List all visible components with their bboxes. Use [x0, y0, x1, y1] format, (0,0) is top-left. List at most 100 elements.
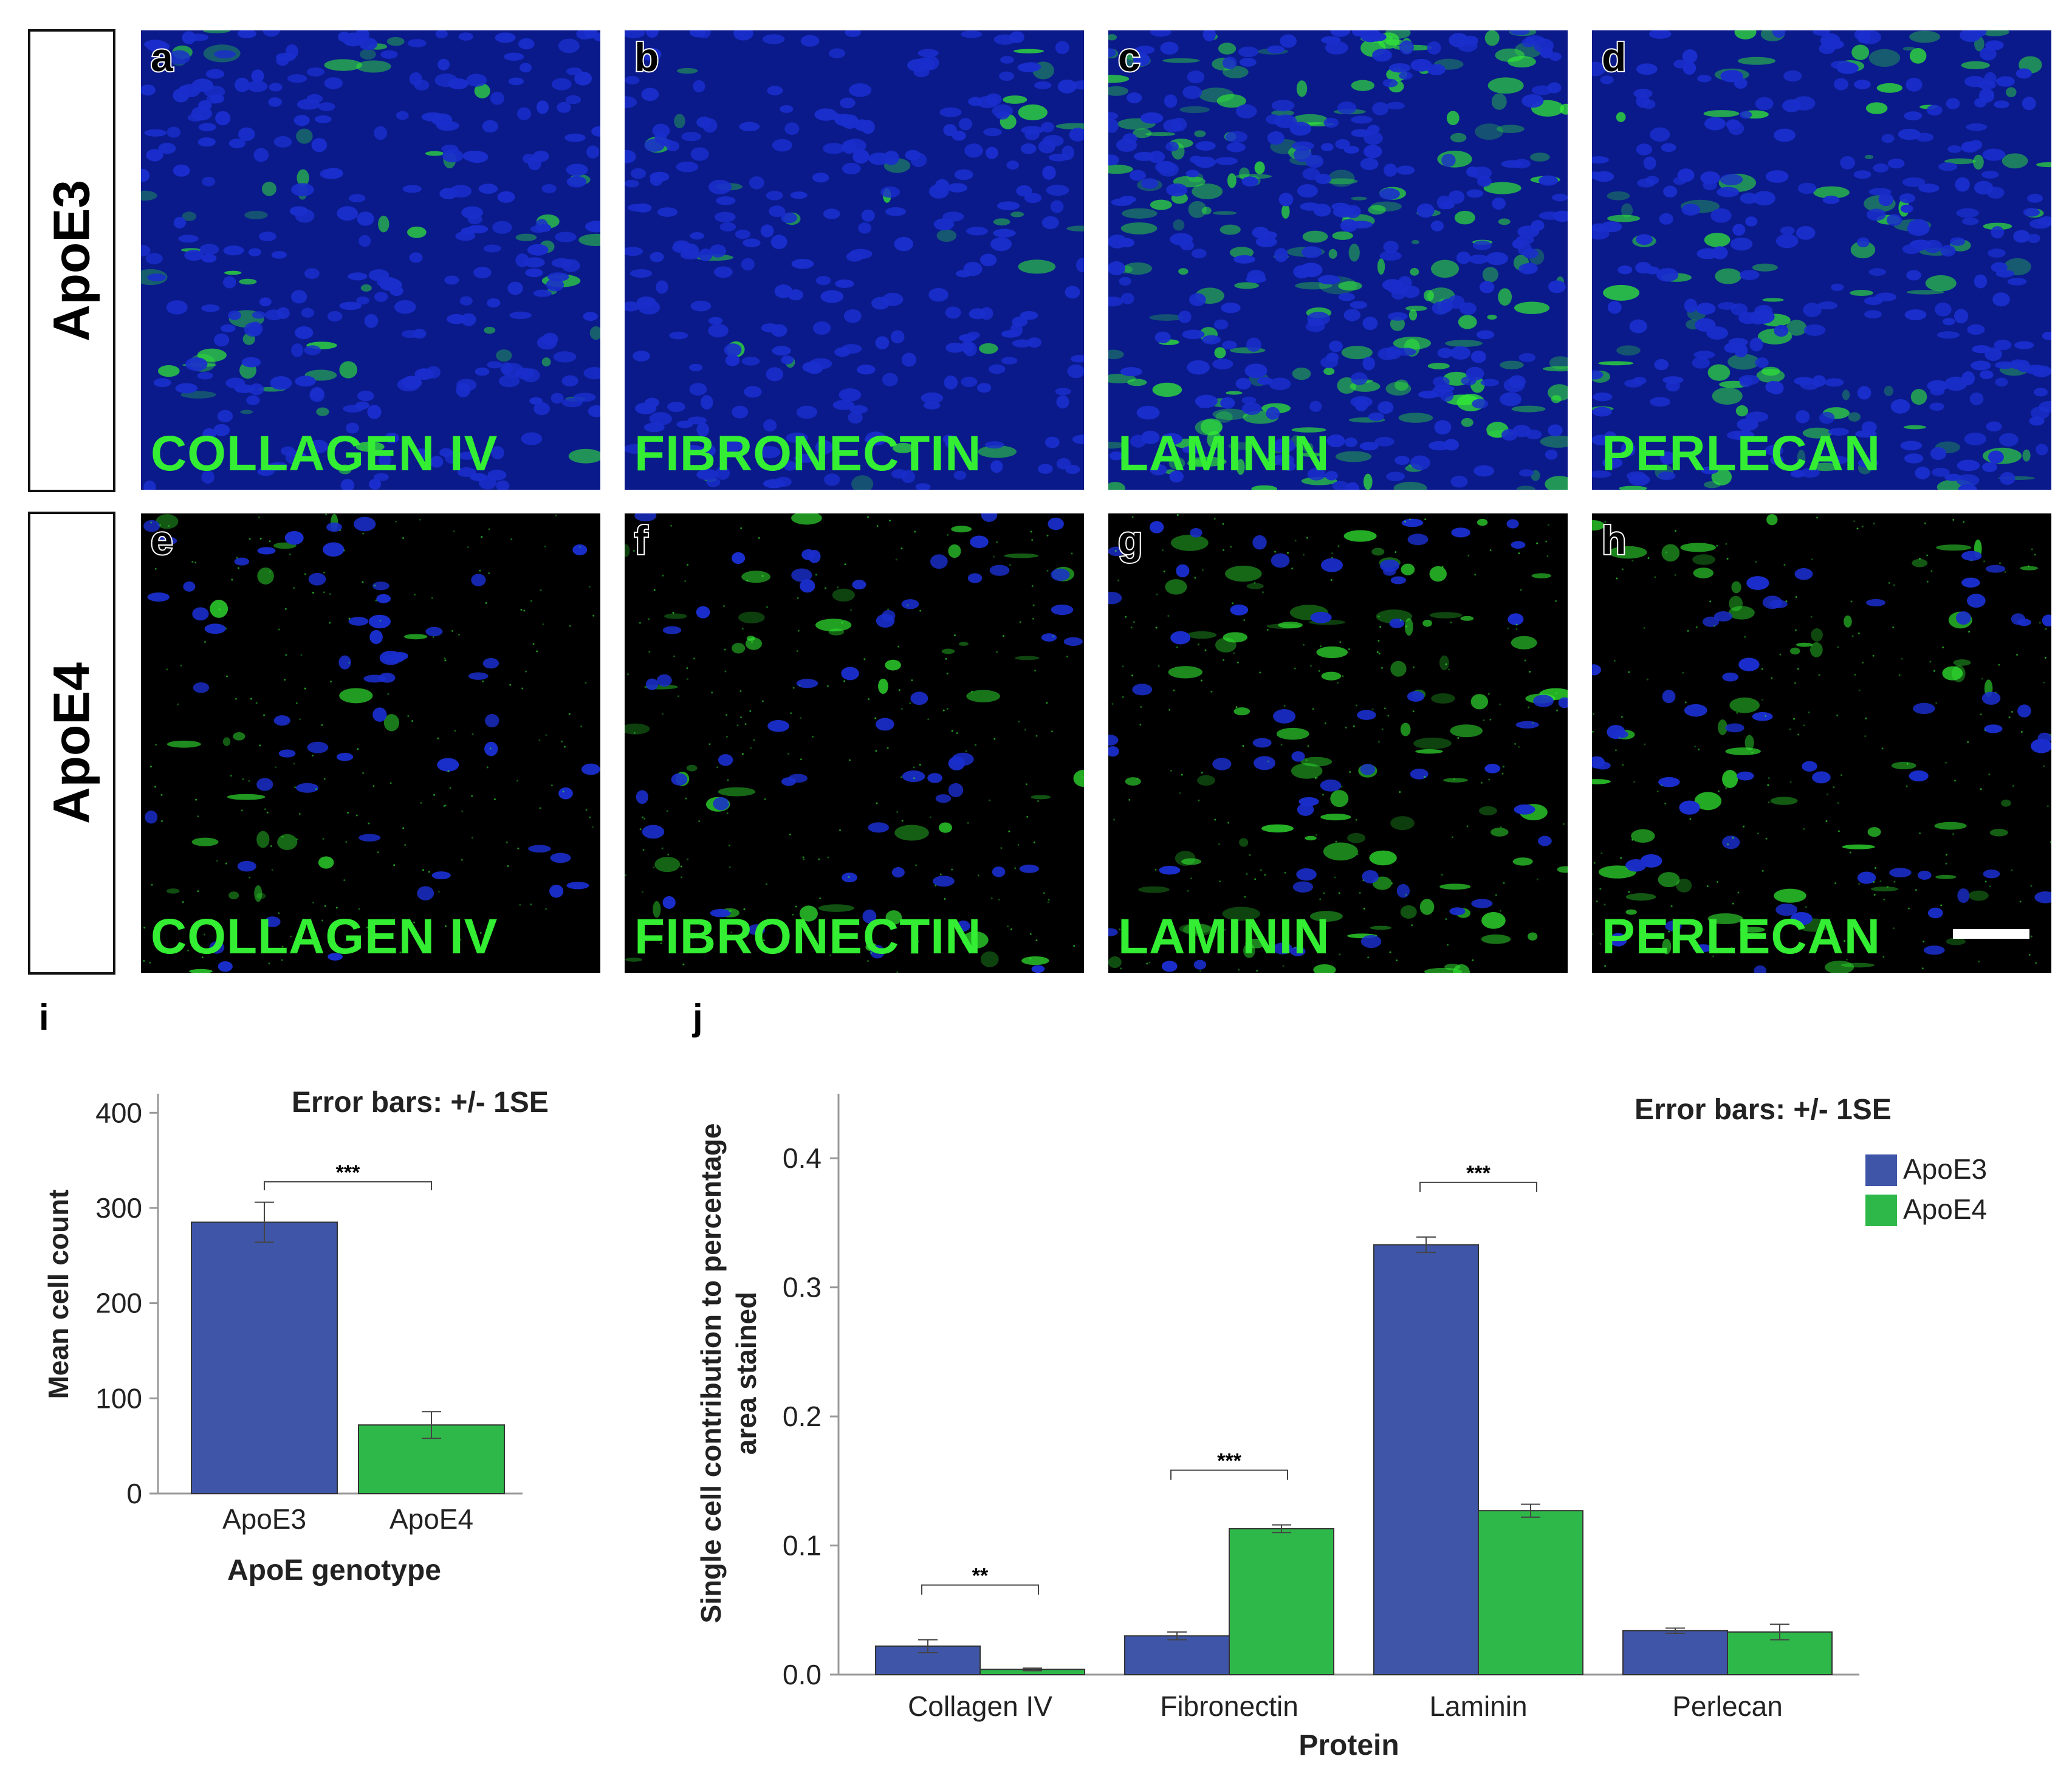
- stain-speck: [1237, 661, 1239, 664]
- stain-speck: [1954, 780, 1957, 782]
- cell-nucleus: [862, 909, 877, 924]
- stain-speck: [1668, 930, 1670, 933]
- stain-fiber: [578, 233, 600, 246]
- stain-speck: [2034, 554, 2036, 556]
- cell-nucleus: [551, 393, 564, 404]
- cell-nucleus: [1999, 472, 2015, 485]
- stain-speck: [1924, 522, 1926, 524]
- cell-nucleus: [970, 535, 989, 549]
- cell-nucleus: [175, 383, 198, 394]
- stain-speck: [1167, 615, 1170, 617]
- stain-speck: [394, 520, 397, 523]
- stain-fiber: [1385, 382, 1412, 396]
- stain-fiber: [1401, 563, 1415, 575]
- stain-fiber: [1215, 411, 1233, 423]
- stain-speck: [1952, 833, 1955, 835]
- cell-nucleus: [394, 300, 416, 314]
- cell-nucleus: [1650, 397, 1670, 407]
- stain-fiber: [1616, 345, 1641, 356]
- cell-nucleus: [1244, 363, 1268, 379]
- stain-fiber: [1727, 354, 1760, 370]
- cell-nucleus: [1745, 216, 1758, 227]
- stain-speck: [471, 837, 473, 839]
- cell-nucleus: [588, 405, 600, 417]
- cell-nucleus: [1648, 30, 1672, 39]
- stain-speck: [509, 684, 512, 686]
- cell-nucleus: [1155, 160, 1176, 174]
- cell-nucleus: [205, 69, 225, 79]
- stain-speck: [1029, 933, 1032, 935]
- stain-speck: [1621, 716, 1623, 718]
- stain-speck: [863, 658, 866, 660]
- stain-speck: [325, 513, 328, 516]
- cell-nucleus: [1501, 160, 1524, 168]
- stain-speck: [289, 553, 291, 555]
- stain-fiber: [383, 714, 400, 732]
- bar-apoe4-fibronectin: [1229, 1528, 1334, 1676]
- stain-fiber: [993, 218, 1010, 225]
- cell-nucleus: [1170, 631, 1191, 645]
- stain-speck: [399, 952, 402, 954]
- panel-letter-j: j: [693, 997, 703, 1038]
- stain-speck: [919, 609, 922, 612]
- cell-nucleus: [566, 176, 587, 188]
- cell-nucleus: [1684, 704, 1707, 717]
- cell-nucleus: [1182, 445, 1203, 454]
- stain-speck: [312, 591, 314, 594]
- stain-speck: [1371, 708, 1374, 710]
- stain-speck: [1952, 519, 1955, 521]
- stain-speck: [241, 809, 243, 812]
- stain-speck: [1898, 674, 1901, 676]
- stain-speck: [368, 822, 370, 825]
- stain-speck: [1892, 626, 1895, 628]
- stain-speck: [1646, 678, 1648, 681]
- cell-nucleus: [1531, 220, 1545, 232]
- cell-nucleus: [1797, 182, 1817, 194]
- stain-fiber: [1658, 872, 1680, 888]
- y-axis-title-line-2: area stained: [730, 1292, 762, 1455]
- cell-nucleus: [1266, 406, 1280, 420]
- stain-fiber: [1291, 427, 1326, 433]
- cell-nucleus: [1617, 265, 1633, 275]
- panel-letter: e: [149, 516, 174, 564]
- cell-nucleus: [891, 469, 907, 479]
- cell-nucleus: [340, 479, 355, 490]
- stain-speck: [1676, 936, 1678, 938]
- stain-fiber: [1178, 268, 1189, 275]
- stain-speck: [404, 844, 407, 846]
- stain-fiber: [1891, 761, 1916, 770]
- stain-speck: [294, 786, 297, 789]
- stain-fiber: [297, 169, 309, 187]
- stain-speck: [1037, 800, 1040, 803]
- cell-nucleus: [762, 34, 785, 44]
- cell-nucleus: [1351, 115, 1373, 124]
- error-bar-note: Error bars: +/- 1SE: [1635, 1094, 1892, 1126]
- cell-nucleus: [1950, 237, 1966, 246]
- cell-nucleus: [439, 188, 458, 199]
- stain-speck: [988, 799, 990, 801]
- stain-speck: [1856, 527, 1859, 530]
- cell-nucleus: [409, 72, 422, 86]
- stain-fiber: [1936, 544, 1972, 551]
- stain-speck: [1906, 763, 1909, 765]
- stain-speck: [1872, 654, 1875, 657]
- stain-fiber: [1214, 347, 1226, 358]
- stain-fiber: [1271, 110, 1295, 116]
- stain-speck: [1797, 668, 1799, 670]
- cell-nucleus: [1480, 379, 1500, 386]
- stain-speck: [661, 847, 664, 849]
- cell-nucleus: [1037, 464, 1053, 474]
- cell-nucleus: [1765, 381, 1782, 393]
- cell-nucleus: [988, 364, 1006, 374]
- stain-fiber: [2002, 153, 2028, 169]
- stain-speck: [837, 586, 839, 589]
- stain-speck: [1883, 898, 1885, 900]
- stain-fiber: [625, 544, 630, 557]
- stain-fiber: [892, 442, 914, 453]
- cell-nucleus: [1394, 456, 1410, 465]
- stain-fiber: [1120, 222, 1158, 235]
- stain-fiber: [1703, 110, 1740, 117]
- cell-nucleus: [1274, 248, 1288, 262]
- cell-nucleus: [770, 235, 787, 249]
- stain-fiber: [1419, 899, 1435, 915]
